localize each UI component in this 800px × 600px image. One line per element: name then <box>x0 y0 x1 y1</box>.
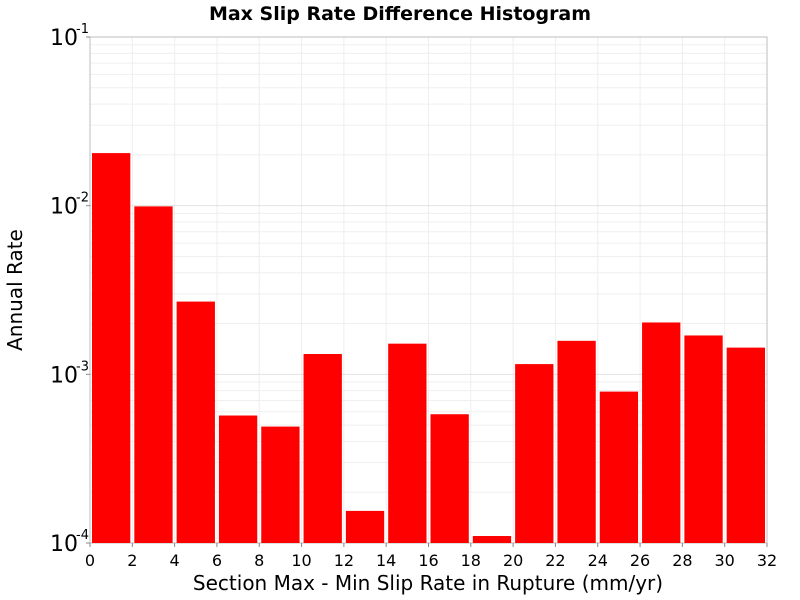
x-tick-label: 16 <box>418 551 438 570</box>
y-tick-exponent: -3 <box>76 359 89 374</box>
bar <box>557 340 596 543</box>
bar <box>430 414 469 543</box>
bar <box>92 153 131 544</box>
y-tick-label: 10 <box>50 26 78 51</box>
y-tick-exponent: -1 <box>76 22 89 37</box>
y-tick-label: 10 <box>50 363 78 388</box>
bar <box>303 353 342 543</box>
bar <box>261 426 300 543</box>
y-tick-exponent: -4 <box>76 528 89 543</box>
bar <box>218 415 258 543</box>
x-axis-label: Section Max - Min Slip Rate in Rupture (… <box>193 571 663 595</box>
bar <box>388 343 427 543</box>
x-tick-label: 32 <box>757 551 777 570</box>
y-axis: 10-110-210-310-4 <box>50 22 90 557</box>
x-axis: 0 2 4 6 8 10 12 14 16 18 20 22 24 26 28 30 32 <box>85 543 777 570</box>
y-tick-label: 10 <box>50 532 78 557</box>
y-tick-exponent: -2 <box>76 191 89 206</box>
bar <box>599 391 639 543</box>
bar <box>345 510 385 543</box>
x-tick-label: 4 <box>170 551 180 570</box>
bars <box>92 153 765 544</box>
x-tick-label: 12 <box>334 551 354 570</box>
x-tick-label: 28 <box>672 551 692 570</box>
x-tick-label: 18 <box>461 551 481 570</box>
x-tick-label: 20 <box>503 551 523 570</box>
bar <box>684 335 723 543</box>
bar <box>515 364 554 543</box>
x-tick-label: 26 <box>630 551 650 570</box>
bar <box>642 322 681 543</box>
x-tick-label: 10 <box>291 551 311 570</box>
bar <box>134 206 173 543</box>
x-tick-label: 2 <box>127 551 137 570</box>
x-tick-label: 0 <box>85 551 95 570</box>
y-axis-label: Annual Rate <box>3 229 27 351</box>
bar <box>472 536 512 543</box>
x-tick-label: 6 <box>212 551 222 570</box>
x-tick-label: 30 <box>715 551 735 570</box>
x-tick-label: 8 <box>254 551 264 570</box>
bar <box>726 347 765 543</box>
y-tick-label: 10 <box>50 195 78 220</box>
x-tick-label: 22 <box>545 551 565 570</box>
bar <box>176 301 215 543</box>
x-tick-label: 24 <box>588 551 608 570</box>
chart-title: Max Slip Rate Difference Histogram <box>209 3 591 25</box>
x-tick-label: 14 <box>376 551 396 570</box>
